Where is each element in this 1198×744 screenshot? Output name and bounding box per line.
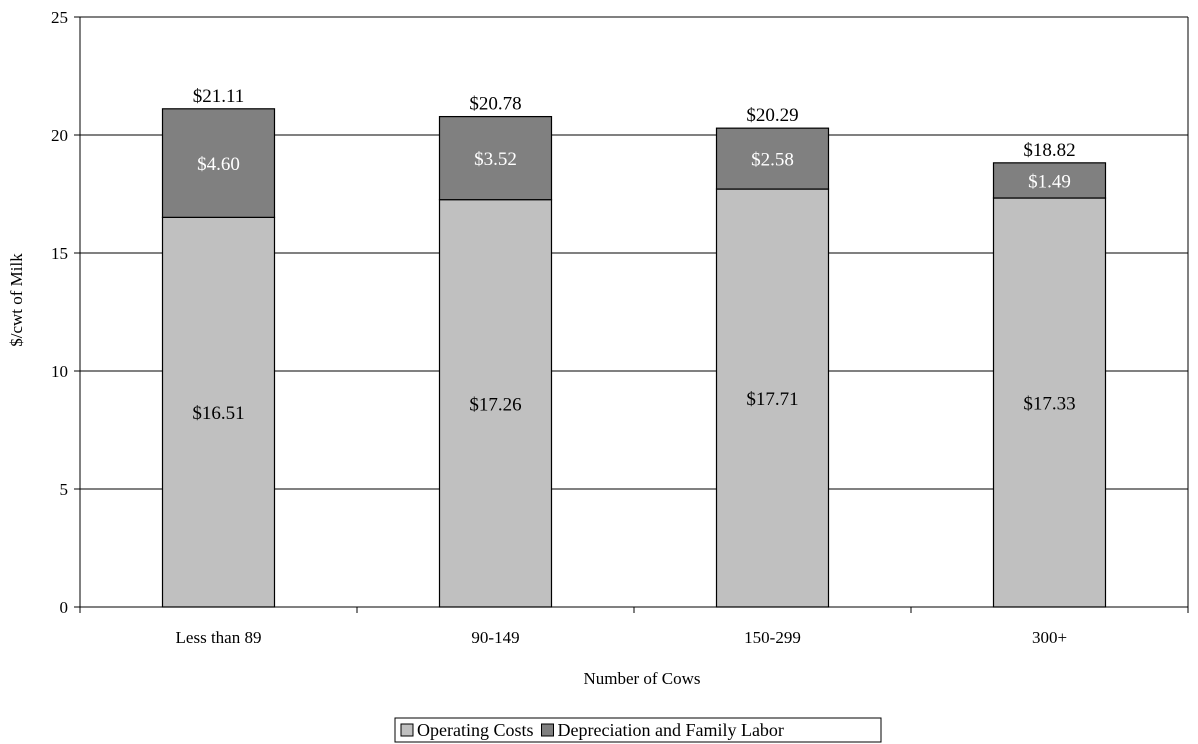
legend-item-label: Depreciation and Family Labor [558,720,784,740]
legend-box [394,717,882,743]
y-tick-label: 0 [60,598,69,617]
y-tick-label: 5 [60,480,69,499]
x-tick-label: 150-299 [744,628,801,647]
y-tick-label: 10 [51,362,68,381]
bar-segment-depreciation-family-labor [992,162,1107,199]
bar-segment-depreciation-family-labor [161,108,276,218]
total-label: $20.29 [746,105,798,126]
data-label: $16.51 [192,403,244,424]
legend: Operating Costs Depreciation and Family L… [394,717,882,743]
y-tick-label: 25 [51,8,68,27]
y-axis-label: $/cwt of Milk [7,253,26,347]
total-label: $20.78 [469,94,521,115]
bar-segment-operating-costs [992,197,1107,608]
x-tick-label: Less than 89 [176,628,262,647]
legend-item-label: Operating Costs [417,720,534,740]
total-label: $21.11 [193,86,245,107]
data-label: $17.26 [469,394,521,415]
x-tick-label: 300+ [1032,628,1067,647]
bar-segment-depreciation-family-labor [438,115,553,201]
axes: 0 5 10 15 20 25 Less than 89 90-149 150-299 300+ [51,8,1189,647]
legend-swatch [400,723,414,737]
data-label: $3.52 [474,149,517,170]
x-tick-label: 90-149 [471,628,519,647]
y-tick-label: 20 [51,126,68,145]
bar-segment-operating-costs [438,199,553,608]
x-axis-label: Number of Cows [583,669,700,688]
bars [161,108,1107,608]
data-label: $2.58 [751,150,794,171]
data-label: $17.71 [746,389,798,410]
data-label: $17.33 [1023,394,1075,415]
bar-segment-depreciation-family-labor [715,127,830,190]
bar-segment-operating-costs [715,188,830,608]
y-tick-label: 15 [51,244,68,263]
data-label: $4.60 [197,154,240,175]
data-label: $1.49 [1028,171,1071,192]
data-labels: $16.51 $4.60 $21.11 $17.26 $3.52 $20.78 $17.71… [192,86,1075,424]
legend-swatch [541,723,554,737]
total-label: $18.82 [1023,140,1075,161]
